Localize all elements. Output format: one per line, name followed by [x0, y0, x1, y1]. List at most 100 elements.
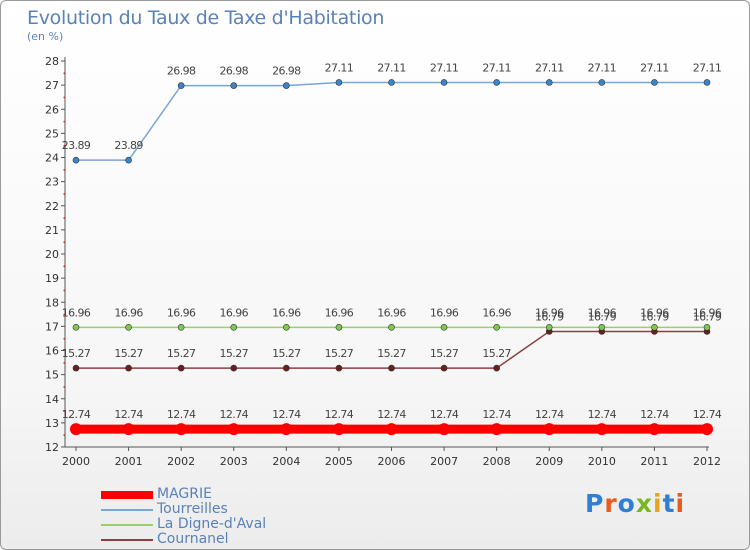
legend-swatch — [101, 508, 153, 511]
legend-item: MAGRIE — [101, 487, 266, 502]
data-point — [280, 423, 293, 436]
logo-letter: o — [617, 489, 636, 518]
data-point — [493, 79, 500, 86]
y-tick-label: 16 — [45, 345, 59, 358]
data-point — [598, 79, 606, 86]
y-minor-tick — [63, 386, 65, 388]
data-label: 16.96 — [220, 306, 249, 319]
y-tick-label: 15 — [45, 369, 59, 382]
data-label: 27.11 — [325, 61, 354, 74]
data-point — [177, 324, 185, 331]
data-point — [598, 324, 606, 331]
legend-label: La Digne-d'Aval — [157, 516, 267, 532]
y-minor-tick — [63, 193, 65, 195]
data-label: 16.96 — [114, 306, 143, 319]
logo-letter: r — [604, 489, 618, 518]
data-label: 12.74 — [482, 408, 511, 421]
data-point — [227, 423, 240, 436]
data-label: 27.11 — [430, 61, 459, 74]
legend: MAGRIE Tourreilles La Digne-d'Aval Cournane… — [101, 487, 266, 547]
data-label: 26.98 — [220, 65, 249, 78]
data-point — [493, 324, 500, 331]
y-minor-tick — [63, 362, 65, 364]
data-label: 15.27 — [482, 347, 511, 360]
data-point — [703, 79, 711, 86]
x-tick-label: 2011 — [640, 455, 668, 468]
y-minor-tick — [63, 434, 65, 436]
logo-letter: i — [675, 489, 686, 518]
y-tick-label: 27 — [45, 79, 59, 92]
data-label: 15.27 — [430, 347, 459, 360]
data-point — [122, 423, 135, 436]
data-point — [72, 156, 80, 164]
legend-swatch — [101, 490, 153, 499]
y-tick-label: 24 — [45, 152, 59, 165]
data-label: 16.96 — [377, 306, 406, 319]
data-label: 16.96 — [535, 306, 564, 319]
data-point — [648, 423, 661, 436]
data-label: 27.11 — [482, 61, 511, 74]
data-point — [651, 324, 658, 331]
y-minor-tick — [63, 144, 65, 147]
x-tick-label: 2001 — [115, 455, 143, 468]
data-label: 12.74 — [588, 408, 617, 421]
data-point — [177, 82, 185, 89]
data-label: 12.74 — [220, 408, 249, 421]
data-label: 12.74 — [325, 408, 354, 421]
y-tick-label: 23 — [45, 176, 59, 189]
x-tick-label: 2000 — [62, 455, 90, 468]
y-minor-tick — [63, 289, 65, 292]
data-point — [283, 364, 290, 372]
data-point — [125, 364, 132, 372]
data-label: 12.74 — [640, 408, 669, 421]
x-tick-label: 2008 — [483, 455, 511, 468]
data-point — [440, 324, 448, 331]
data-point — [335, 324, 343, 331]
data-point — [493, 364, 500, 372]
x-tick-label: 2010 — [588, 455, 616, 468]
data-label: 12.74 — [62, 408, 91, 421]
data-label: 27.11 — [535, 61, 564, 74]
data-label: 16.96 — [693, 306, 722, 319]
y-minor-tick — [63, 96, 65, 99]
data-label: 15.27 — [114, 347, 143, 360]
data-label: 27.11 — [588, 61, 617, 74]
y-minor-tick — [63, 410, 65, 412]
logo-letter: P — [585, 489, 605, 518]
data-point — [385, 423, 398, 436]
y-minor-tick — [63, 169, 65, 171]
data-point — [543, 423, 556, 436]
data-point — [701, 423, 713, 436]
data-label: 12.74 — [167, 408, 196, 421]
data-label: 12.74 — [693, 408, 722, 421]
legend-item: La Digne-d'Aval — [101, 517, 266, 532]
y-tick-label: 12 — [45, 441, 59, 454]
chart-title: Evolution du Taux de Taxe d'Habitation — [27, 7, 385, 29]
data-point — [230, 82, 238, 89]
data-label: 16.96 — [588, 306, 617, 319]
series-line-tourreilles — [76, 81, 707, 161]
y-tick-label: 25 — [45, 127, 59, 140]
data-label: 27.11 — [640, 61, 669, 74]
data-label: 27.11 — [377, 61, 406, 74]
y-tick-label: 28 — [45, 55, 59, 68]
data-point — [125, 156, 132, 164]
y-tick-label: 21 — [45, 224, 59, 237]
data-label: 23.89 — [62, 139, 91, 152]
x-tick-label: 2012 — [693, 455, 721, 468]
logo-letter: i — [653, 489, 663, 518]
data-label: 12.74 — [535, 408, 564, 421]
data-label: 16.79 — [693, 310, 722, 323]
data-point — [388, 324, 395, 331]
y-minor-tick — [63, 72, 65, 75]
y-tick-label: 17 — [45, 320, 59, 333]
data-point — [72, 364, 80, 372]
y-tick-label: 14 — [45, 393, 59, 406]
legend-item: Cournanel — [101, 532, 266, 547]
data-point — [175, 423, 188, 436]
data-label: 16.96 — [640, 306, 669, 319]
data-point — [283, 324, 290, 331]
data-label: 16.79 — [535, 310, 564, 323]
data-label: 12.74 — [430, 408, 459, 421]
